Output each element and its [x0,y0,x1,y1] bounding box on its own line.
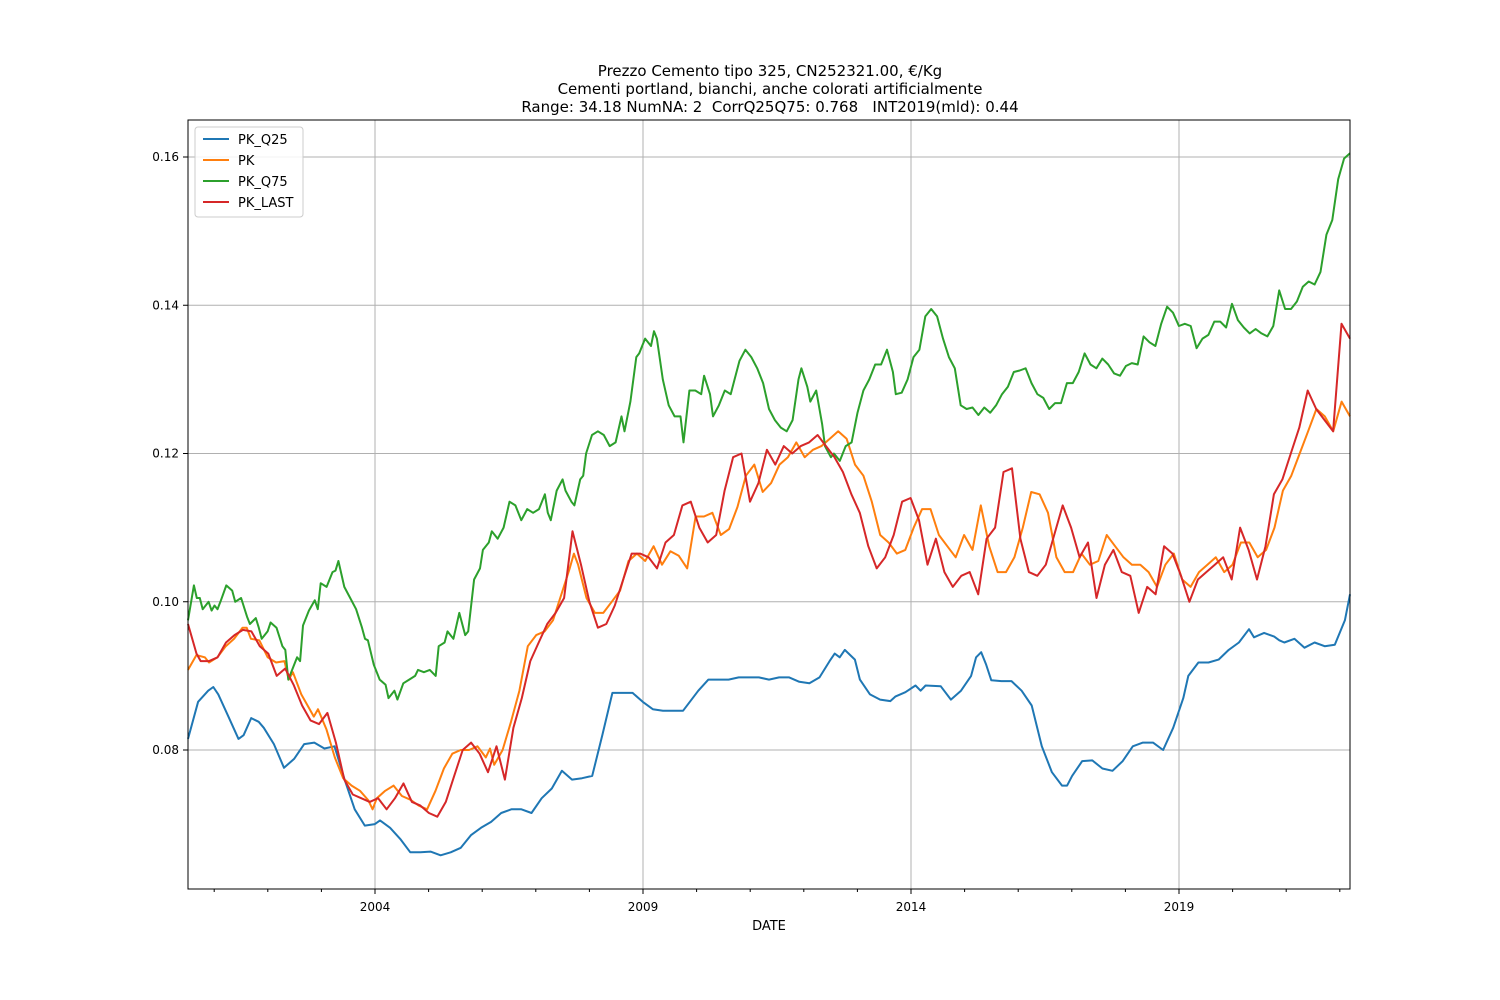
y-tick-label: 0.12 [152,447,179,461]
y-tick-label: 0.10 [152,595,179,609]
x-axis-label: DATE [752,919,786,934]
chart-title-line-3: Range: 34.18 NumNA: 2 CorrQ25Q75: 0.768 … [521,98,1019,116]
series-line-pk-last [187,322,1351,818]
series-line-pk-q25 [187,594,1351,857]
plot-frame [187,119,1351,890]
legend-label: PK_LAST [238,196,294,211]
series-line-pk-q75 [187,152,1351,701]
x-tick-label: 2004 [360,900,391,914]
y-axis: 0.08 0.10 0.12 0.14 0.16 [152,150,188,757]
chart-title-line-1: Prezzo Cemento tipo 325, CN252321.00, €/… [597,62,943,80]
y-tick-label: 0.08 [152,743,179,757]
chart-title-line-2: Cementi portland, bianchi, anche colorat… [557,80,983,98]
x-tick-label: 2009 [628,900,659,914]
series-lines [187,152,1351,857]
legend-label: PK [238,154,255,169]
x-tick-label: 2014 [896,900,927,914]
y-tick-label: 0.16 [152,150,179,164]
legend: PK_Q25 PK PK_Q75 PK_LAST [194,126,304,218]
grid-lines [188,120,1350,889]
legend-label: PK_Q75 [238,175,288,190]
legend-box [194,126,304,218]
series-line-pk [187,400,1351,811]
legend-label: PK_Q25 [238,133,288,148]
x-axis: 2004 2009 2014 2019 [213,889,1341,914]
y-tick-label: 0.14 [152,298,179,312]
x-tick-label: 2019 [1164,900,1195,914]
